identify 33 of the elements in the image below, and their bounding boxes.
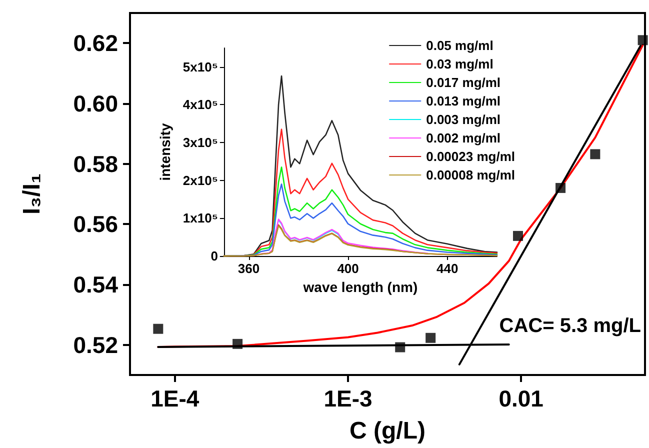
- annotation: CAC= 5.3 mg/L: [499, 315, 642, 337]
- y-tick-label: 4x10⁵: [182, 97, 218, 112]
- x-tick-label: 360: [238, 261, 260, 276]
- y-tick-label: 0.52: [73, 332, 118, 358]
- legend-label: 0.03 mg/ml: [426, 56, 494, 72]
- legend-label: 0.002 mg/ml: [426, 130, 501, 146]
- legend-label: 0.017 mg/ml: [426, 75, 501, 90]
- y-axis-title: I₃/I₁: [18, 173, 46, 215]
- x-axis-title: wave length (nm): [302, 278, 418, 295]
- line-series: [260, 218, 428, 254]
- legend-label: 0.05 mg/ml: [426, 38, 494, 53]
- x-tick-label: 1E-4: [150, 386, 200, 412]
- y-tick-label: 3x10⁵: [182, 135, 218, 150]
- y-tick-label: 0: [210, 248, 218, 264]
- y-tick-label: 0.62: [73, 30, 118, 56]
- y-tick-label: 0.60: [73, 90, 118, 116]
- x-tick-label: 1E-3: [324, 386, 372, 412]
- legend-label: 0.00008 mg/ml: [426, 168, 516, 182]
- legend-label: 0.00023 mg/ml: [426, 149, 516, 164]
- legend-label: 0.003 mg/ml: [426, 112, 501, 127]
- y-tick-label: 0.58: [73, 150, 118, 177]
- legend-label: 0.013 mg/ml: [426, 94, 501, 108]
- y-tick-label: 5x10⁵: [182, 59, 218, 74]
- y-tick-label: 1x10⁵: [182, 210, 218, 226]
- x-tick-label: 400: [337, 261, 359, 276]
- y-tick-label: 2x10⁵: [182, 172, 218, 188]
- x-tick-label: 440: [436, 261, 458, 276]
- y-axis-title: intensity: [157, 123, 173, 181]
- x-axis-title: C (g/L): [350, 418, 426, 444]
- line-series: [278, 219, 344, 242]
- y-tick-label: 0.56: [73, 211, 118, 238]
- x-tick-label: 0.01: [498, 386, 544, 412]
- y-tick-label: 0.54: [73, 272, 118, 298]
